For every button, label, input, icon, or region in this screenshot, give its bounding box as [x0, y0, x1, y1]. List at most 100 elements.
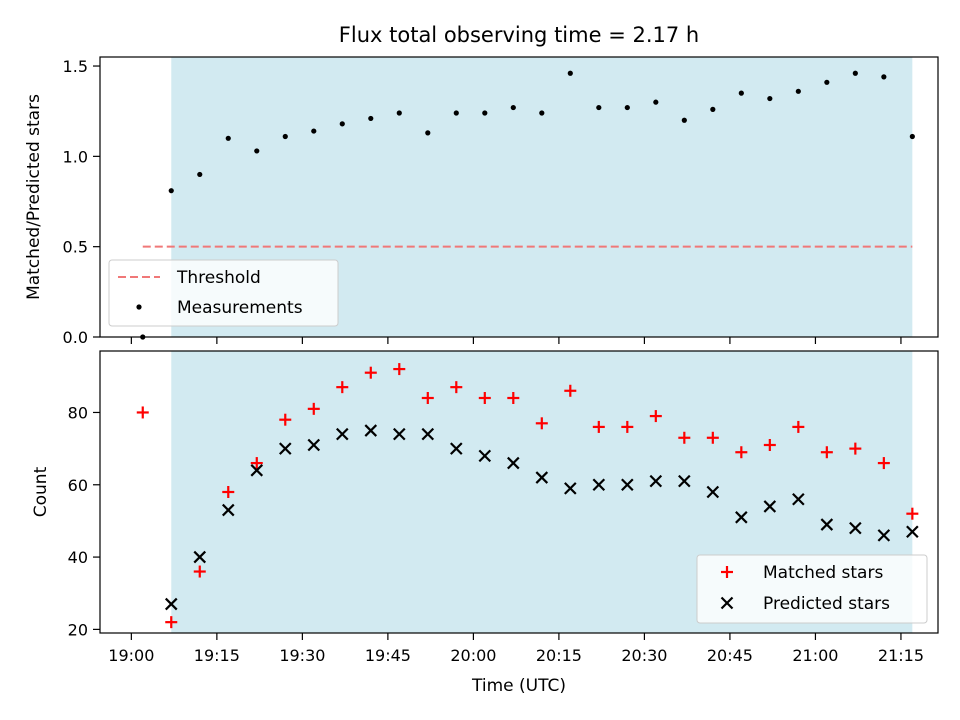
- predicted-star-point: [278, 442, 292, 455]
- measurement-point: [767, 95, 773, 102]
- predicted-star-point: [221, 503, 235, 517]
- x-stroke-b: [164, 597, 178, 611]
- x-stroke-b: [792, 492, 805, 506]
- predicted-star-point: [877, 529, 891, 542]
- measurement-point: [909, 133, 915, 140]
- matched-star-point: [763, 439, 776, 451]
- predicted-star-point: [592, 478, 606, 492]
- predicted-star-point: [250, 464, 264, 477]
- legend-threshold-label: Threshold: [176, 268, 261, 288]
- measurement-point: [282, 133, 288, 140]
- matched-star-point: [193, 565, 206, 578]
- matched-star-point: [421, 392, 434, 404]
- x-stroke-b: [820, 518, 834, 531]
- matched-star-point: [678, 431, 691, 444]
- legend-measurements-label: Measurements: [177, 298, 303, 318]
- legend-predicted-swatch: [720, 596, 734, 610]
- measurement-point: [425, 130, 431, 136]
- predicted-star-point: [906, 525, 919, 539]
- x-tick-label: 19:00: [108, 646, 154, 665]
- legend-matched-swatch: [721, 566, 733, 578]
- measurements-markers: [140, 70, 915, 340]
- x-stroke-b: [250, 464, 264, 477]
- top-y-tick-label: 0.5: [63, 238, 88, 257]
- matched-star-point: [906, 507, 919, 520]
- matched-star-point: [250, 457, 263, 470]
- predicted-stars-markers: [164, 424, 919, 611]
- matched-star-point: [792, 420, 805, 433]
- x-stroke-b: [592, 478, 606, 492]
- matched-star-point: [364, 366, 377, 379]
- bottom-y-tick-label: 80: [68, 403, 88, 422]
- top-y-axis-label: Matched/Predicted stars: [24, 94, 44, 300]
- matched-star-point: [307, 402, 320, 415]
- x-stroke-b: [507, 456, 520, 470]
- measurement-point: [881, 74, 887, 80]
- x-stroke-b: [221, 503, 235, 517]
- x-stroke-b: [364, 424, 378, 437]
- bottom-x-ticks: 19:00 19:15 19:30 19:45 20:00 20:15 20:30 20:45…: [108, 633, 924, 665]
- bottom-y-tick-label: 20: [68, 620, 88, 639]
- measurement-point: [197, 171, 203, 178]
- predicted-star-point: [649, 474, 663, 488]
- bottom-y-axis-label: Count: [31, 466, 51, 517]
- bottom-y-tick-label: 40: [68, 548, 88, 567]
- x-tick-label: 20:45: [707, 646, 753, 665]
- measurement-point: [482, 110, 488, 116]
- matched-star-point: [165, 616, 178, 629]
- x-stroke-b: [478, 449, 492, 463]
- measurement-point: [596, 104, 602, 111]
- predicted-star-point: [421, 427, 435, 441]
- measurement-point: [710, 106, 716, 112]
- x-tick-label: 19:45: [365, 646, 411, 665]
- bottom-panel: 20 40 60 80 19:00 19:15 19:30 19:45 20:00 20:15 2…: [31, 350, 939, 696]
- top-legend-box: [108, 259, 339, 327]
- x-stroke-b: [535, 471, 549, 484]
- x-tick-label: 19:15: [194, 646, 240, 665]
- predicted-star-point: [336, 427, 349, 441]
- x-stroke-b: [450, 442, 463, 455]
- matched-star-point: [621, 420, 634, 433]
- legend-matched-label: Matched stars: [763, 563, 883, 583]
- measurement-point: [824, 79, 830, 85]
- predicted-star-point: [849, 521, 862, 535]
- measurement-point: [254, 148, 260, 154]
- x-stroke-b: [393, 427, 406, 441]
- measurement-point: [311, 128, 317, 134]
- matched-star-point: [222, 486, 235, 498]
- top-y-tick-label: 1.0: [63, 147, 88, 166]
- legend-predicted-label: Predicted stars: [763, 594, 890, 614]
- matched-star-point: [535, 417, 548, 430]
- x-stroke-b: [706, 485, 720, 499]
- legend-measurements-swatch: [136, 304, 142, 310]
- matched-star-point: [564, 384, 577, 397]
- measurement-point: [368, 115, 374, 122]
- x-tick-label: 20:00: [450, 646, 496, 665]
- top-y-tick-label: 1.5: [63, 57, 88, 76]
- top-panel: 0.0 0.5 1.0 1.5 Matched/Predicted stars Thr…: [24, 56, 939, 347]
- x-tick-label: 19:30: [279, 646, 325, 665]
- matched-star-point: [735, 446, 748, 459]
- measurement-point: [510, 104, 516, 111]
- top-x-ticks: [130, 337, 902, 344]
- x-tick-label: 20:15: [536, 646, 582, 665]
- matched-star-point: [478, 392, 491, 404]
- predicted-star-point: [564, 482, 577, 495]
- predicted-star-point: [820, 518, 834, 531]
- predicted-star-point: [763, 500, 777, 513]
- measurement-point: [567, 70, 573, 76]
- top-y-ticks: 0.0 0.5 1.0 1.5: [63, 57, 100, 347]
- x-stroke-b: [564, 482, 577, 495]
- matched-star-point: [877, 457, 890, 470]
- top-axes-frame: [99, 56, 939, 338]
- predicted-star-point: [450, 442, 463, 455]
- matched-star-point: [136, 406, 149, 419]
- measurement-point: [653, 99, 659, 105]
- matched-stars-markers: [136, 363, 919, 629]
- measurement-point: [738, 90, 744, 96]
- matched-star-point: [507, 392, 520, 404]
- predicted-star-point: [621, 478, 634, 492]
- matched-star-point: [336, 381, 349, 394]
- predicted-star-point: [193, 550, 207, 564]
